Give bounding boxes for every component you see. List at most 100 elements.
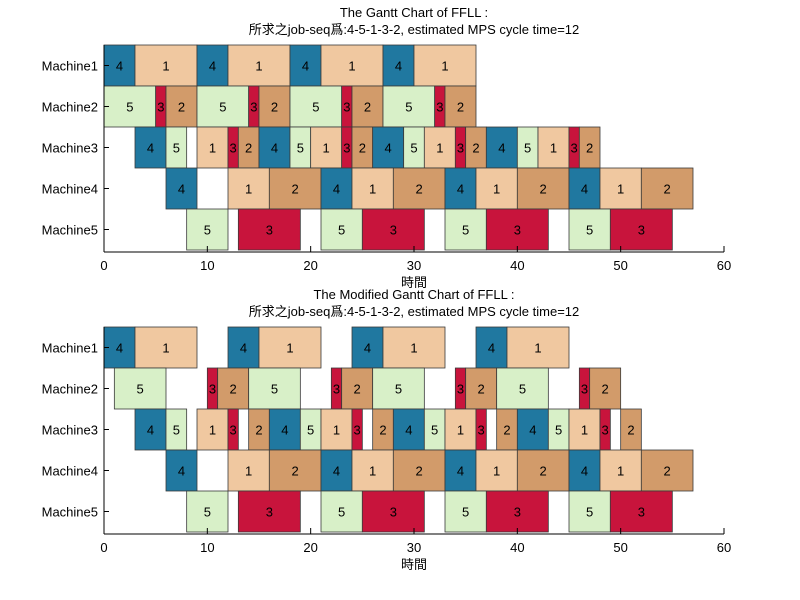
task-bar-label: 5	[586, 505, 593, 520]
task-bar-job2: 2	[444, 85, 477, 128]
task-bar-label: 2	[586, 141, 593, 156]
task-bar-label: 3	[581, 382, 588, 397]
task-bar-job1: 1	[134, 326, 198, 369]
task-bar-label: 3	[390, 505, 397, 520]
task-bar-job4: 4	[372, 126, 405, 169]
task-bar-label: 3	[343, 100, 350, 115]
task-bar-job2: 2	[620, 408, 642, 451]
task-bar-label: 2	[292, 464, 299, 479]
x-tick-label: 50	[613, 540, 627, 555]
task-bar-label: 2	[245, 141, 252, 156]
task-bar-label: 5	[204, 505, 211, 520]
task-bar-label: 5	[204, 223, 211, 238]
task-bar-label: 5	[519, 382, 526, 397]
x-tick-label: 30	[407, 540, 421, 555]
task-bar-rect	[134, 326, 198, 369]
task-bar-job5: 5	[186, 490, 229, 533]
task-bar-label: 1	[493, 182, 500, 197]
task-bar-job3: 3	[609, 490, 673, 533]
task-bar-rect	[258, 326, 322, 369]
task-bar-label: 4	[581, 182, 588, 197]
y-tick-label: Machine5	[42, 505, 98, 520]
task-bar-label: 5	[410, 141, 417, 156]
task-bar-label: 4	[240, 341, 247, 356]
task-bar-label: 3	[457, 141, 464, 156]
task-bar-job3: 3	[609, 208, 673, 251]
task-bar-job2: 2	[372, 408, 394, 451]
task-bar-label: 3	[333, 382, 340, 397]
task-bar-job1: 1	[351, 167, 394, 210]
y-tick-label: Machine4	[42, 464, 98, 479]
task-bar-rect	[310, 126, 343, 169]
task-bar-label: 5	[586, 223, 593, 238]
x-tick-label: 20	[303, 258, 317, 273]
task-bar-job2: 2	[465, 126, 487, 169]
task-bar-job4: 4	[444, 167, 477, 210]
task-bar-job1: 1	[506, 326, 570, 369]
task-bar-label: 2	[540, 464, 547, 479]
task-bar-rect	[351, 167, 394, 210]
task-bar-label: 5	[524, 141, 531, 156]
task-bar-job3: 3	[351, 408, 363, 451]
task-bar-job2: 2	[268, 449, 322, 492]
task-bar-label: 1	[441, 59, 448, 74]
task-bar-label: 4	[281, 423, 288, 438]
task-bar-job5: 5	[516, 126, 539, 169]
task-bar-label: 3	[514, 223, 521, 238]
task-bar-job1: 1	[196, 126, 229, 169]
task-bar-label: 1	[550, 141, 557, 156]
x-tick-label: 50	[613, 258, 627, 273]
task-bar-job4: 4	[444, 449, 477, 492]
y-tick-label: Machine3	[42, 141, 98, 156]
task-bar-label: 2	[416, 182, 423, 197]
task-bar-job2: 2	[516, 167, 570, 210]
task-bar-rect	[568, 490, 611, 533]
task-bar-label: 2	[472, 141, 479, 156]
task-bar-label: 1	[209, 141, 216, 156]
task-bar-label: 2	[255, 423, 262, 438]
task-bar-rect	[165, 85, 198, 128]
task-bar-job3: 3	[361, 490, 425, 533]
task-bar-job1: 1	[475, 449, 518, 492]
task-bar-rect	[289, 85, 343, 128]
task-bar-job3: 3	[248, 85, 260, 128]
task-bar-label: 4	[333, 464, 340, 479]
task-bar-rect	[227, 44, 291, 87]
y-tick-label: Machine1	[42, 59, 98, 74]
task-bar-job2: 2	[465, 367, 498, 410]
task-bar-job3: 3	[227, 126, 239, 169]
task-bar-job2: 2	[589, 367, 622, 410]
chart-title-line2: 所求之job-seq爲:4-5-1-3-2, estimated MPS cyc…	[249, 304, 580, 319]
task-bar-label: 3	[230, 423, 237, 438]
task-bar-job4: 4	[568, 449, 601, 492]
task-bar-job3: 3	[237, 490, 301, 533]
task-bar-job1: 1	[599, 167, 642, 210]
task-bar-label: 3	[266, 505, 273, 520]
task-bar-label: 4	[116, 341, 123, 356]
task-bar-rect	[485, 208, 549, 251]
task-bar-label: 4	[385, 141, 392, 156]
task-bar-rect	[361, 208, 425, 251]
task-bar-job3: 3	[599, 408, 611, 451]
task-bar-label: 4	[178, 464, 185, 479]
task-bar-label: 1	[162, 341, 169, 356]
task-bar-rect	[134, 408, 167, 451]
task-bar-job2: 2	[248, 408, 270, 451]
task-bar-job5: 5	[320, 490, 363, 533]
task-bar-label: 3	[390, 223, 397, 238]
task-bar-job5: 5	[248, 367, 301, 410]
task-bar-label: 5	[173, 141, 180, 156]
task-bar-rect	[320, 167, 353, 210]
task-bar-rect	[392, 167, 446, 210]
task-bar-job1: 1	[320, 44, 384, 87]
task-bar-job5: 5	[382, 85, 436, 128]
task-bar-job3: 3	[155, 85, 167, 128]
task-bar-rect	[475, 326, 508, 369]
task-bar-label: 1	[162, 59, 169, 74]
task-bar-job2: 2	[268, 167, 322, 210]
task-bar-job5: 5	[289, 126, 312, 169]
task-bar-rect	[382, 44, 415, 87]
task-bar-job1: 1	[537, 126, 570, 169]
x-tick-label: 10	[200, 540, 214, 555]
task-bar-job1: 1	[134, 44, 198, 87]
